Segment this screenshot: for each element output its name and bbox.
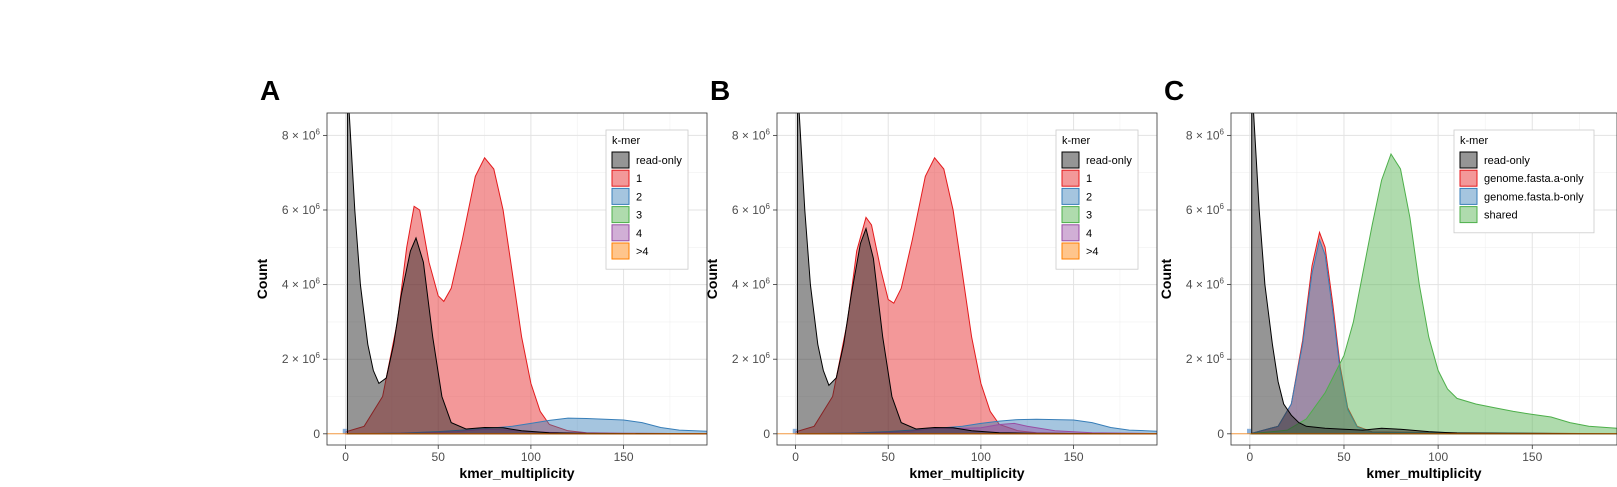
- y-tick-label: 0: [763, 427, 770, 441]
- legend-swatch: [1061, 224, 1080, 242]
- series-areas: [777, 113, 1157, 435]
- legend-swatch: [1459, 169, 1478, 187]
- y-tick-label: 4 × 106: [282, 277, 321, 292]
- legend-swatch: [1459, 187, 1478, 205]
- y-tick-label: 8 × 106: [732, 127, 771, 142]
- x-tick-label: 100: [971, 450, 991, 464]
- origin-marker: [792, 428, 797, 434]
- legend: k-mer read-only 1 2 3 4 >4: [1055, 129, 1139, 270]
- x-tick-label: 0: [342, 450, 349, 464]
- y-tick-label: 2 × 106: [732, 351, 771, 366]
- panel-border: [1230, 112, 1617, 446]
- panel-letter: B: [710, 75, 730, 106]
- legend-label: 2: [636, 191, 642, 203]
- legend-label: >4: [1086, 246, 1099, 258]
- panel-letter: A: [260, 75, 280, 106]
- series-area-2: [1249, 152, 1617, 435]
- legend-label: read-only: [636, 155, 682, 167]
- x-axis-title: kmer_multiplicity: [1366, 465, 1481, 481]
- panel-a: A 0 50 100 150 0 2 × 106 4 × 106 6 × 106 8 × 106 k…: [254, 75, 708, 481]
- y-tick-label: 4 × 106: [1186, 277, 1225, 292]
- legend: k-mer read-only 1 2 3 4 >4: [605, 129, 689, 270]
- panel-border: [326, 112, 708, 446]
- legend-label: 2: [1086, 191, 1092, 203]
- legend-title: k-mer: [1460, 135, 1488, 147]
- y-axis-title: Count: [254, 258, 270, 299]
- legend-title: k-mer: [612, 135, 640, 147]
- y-tick-label: 2 × 106: [1186, 351, 1225, 366]
- legend-label: read-only: [1086, 155, 1132, 167]
- y-tick-label: 6 × 106: [1186, 202, 1225, 217]
- legend-label: genome.fasta.a-only: [1484, 173, 1584, 185]
- y-tick-label: 8 × 106: [1186, 127, 1225, 142]
- legend-swatch: [611, 206, 630, 224]
- legend-swatch: [611, 169, 630, 187]
- legend-label: 1: [636, 173, 642, 185]
- x-axis-title: kmer_multiplicity: [459, 465, 574, 481]
- legend-label: 4: [636, 228, 642, 240]
- x-tick-label: 150: [1522, 450, 1542, 464]
- legend-swatch: [1061, 206, 1080, 224]
- legend-swatch: [1061, 187, 1080, 205]
- legend-swatch: [1061, 151, 1080, 169]
- y-axis-title: Count: [1158, 258, 1174, 299]
- x-tick-label: 150: [1064, 450, 1084, 464]
- y-tick-label: 8 × 106: [282, 127, 321, 142]
- series-area-3: [1251, 113, 1617, 435]
- x-tick-label: 0: [792, 450, 799, 464]
- series-area-5: [346, 113, 707, 435]
- panel-c: C 0 50 100 150 0 2 × 106 4 × 106 6 × 106 8 × 106 k…: [1158, 75, 1617, 481]
- legend-label: >4: [636, 246, 649, 258]
- x-tick-label: 100: [1428, 450, 1448, 464]
- legend-label: 4: [1086, 228, 1092, 240]
- legend-label: shared: [1484, 210, 1518, 222]
- y-tick-label: 6 × 106: [282, 202, 321, 217]
- x-tick-label: 150: [614, 450, 634, 464]
- legend-swatch: [1061, 169, 1080, 187]
- x-tick-label: 100: [521, 450, 541, 464]
- legend-swatch: [611, 151, 630, 169]
- legend-label: 3: [636, 210, 642, 222]
- legend: k-mer read-only genome.fasta.a-only genome.…: [1453, 129, 1595, 234]
- x-axis-title: kmer_multiplicity: [909, 465, 1024, 481]
- panel-b: B 0 50 100 150 0 2 × 106 4 × 106 6 × 106 8 × 106 k…: [704, 75, 1158, 481]
- x-tick-label: 50: [1337, 450, 1351, 464]
- legend-label: 1: [1086, 173, 1092, 185]
- legend-swatch: [1459, 206, 1478, 224]
- legend-swatch: [611, 187, 630, 205]
- y-tick-label: 6 × 106: [732, 202, 771, 217]
- legend-swatch: [1061, 242, 1080, 260]
- legend-label: read-only: [1484, 155, 1530, 167]
- origin-marker: [342, 428, 347, 434]
- y-tick-label: 2 × 106: [282, 351, 321, 366]
- legend-swatch: [611, 224, 630, 242]
- series-areas: [327, 113, 707, 435]
- legend-label: 3: [1086, 210, 1092, 222]
- legend-swatch: [611, 242, 630, 260]
- legend-swatch: [1459, 151, 1478, 169]
- y-tick-label: 4 × 106: [732, 277, 771, 292]
- x-tick-label: 50: [432, 450, 446, 464]
- origin-marker: [1247, 428, 1252, 434]
- panel-letter: C: [1164, 75, 1184, 106]
- series-areas: [1231, 113, 1617, 435]
- legend-label: genome.fasta.b-only: [1484, 191, 1584, 203]
- series-area-5: [796, 113, 1157, 435]
- panel-border: [776, 112, 1158, 446]
- y-tick-label: 0: [1217, 427, 1224, 441]
- y-axis-title: Count: [704, 258, 720, 299]
- y-tick-label: 0: [313, 427, 320, 441]
- x-tick-label: 0: [1246, 450, 1253, 464]
- x-tick-label: 50: [882, 450, 896, 464]
- legend-title: k-mer: [1062, 135, 1090, 147]
